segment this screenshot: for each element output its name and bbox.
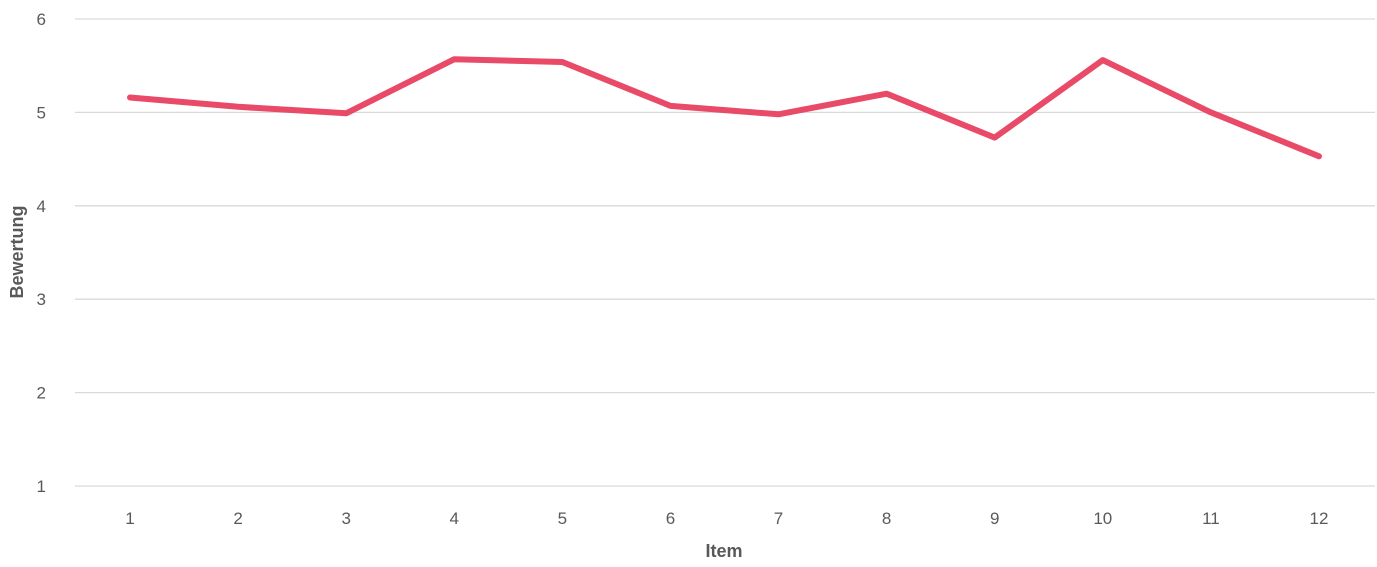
x-tick-label: 9	[990, 509, 999, 528]
data-point	[235, 104, 241, 110]
x-tick-label: 6	[666, 509, 675, 528]
data-point	[343, 110, 349, 116]
x-tick-label: 10	[1093, 509, 1112, 528]
data-point	[451, 56, 457, 62]
x-axis-title: Item	[705, 541, 742, 561]
data-point	[127, 94, 133, 100]
data-point	[884, 91, 890, 97]
data-point	[559, 59, 565, 65]
x-tick-label: 4	[450, 509, 459, 528]
data-point	[667, 103, 673, 109]
y-tick-label: 1	[37, 477, 46, 496]
x-tick-label: 5	[558, 509, 567, 528]
data-point	[1100, 57, 1106, 63]
data-point	[992, 135, 998, 141]
y-tick-label: 2	[37, 384, 46, 403]
x-tick-label: 7	[774, 509, 783, 528]
x-axis-ticks: 1 2 3 4 5 6 7 8 9 10 11 12	[125, 509, 1328, 528]
x-tick-label: 11	[1202, 509, 1220, 528]
y-tick-label: 4	[37, 197, 46, 216]
y-tick-label: 6	[37, 10, 46, 29]
data-point	[1316, 153, 1322, 159]
x-tick-label: 1	[125, 509, 134, 528]
y-tick-label: 3	[37, 290, 46, 309]
gridlines	[75, 18, 1375, 487]
y-axis-ticks: 1 2 3 4 5 6	[37, 10, 46, 496]
data-point	[1208, 109, 1214, 115]
y-axis-title: Bewertung	[7, 205, 27, 298]
series-line-0	[127, 56, 1322, 160]
series-layer	[127, 56, 1322, 160]
y-tick-label: 5	[37, 103, 46, 122]
x-tick-label: 8	[882, 509, 891, 528]
data-point	[776, 111, 782, 117]
x-tick-label: 12	[1310, 509, 1329, 528]
x-tick-label: 3	[341, 509, 350, 528]
x-tick-label: 2	[233, 509, 242, 528]
